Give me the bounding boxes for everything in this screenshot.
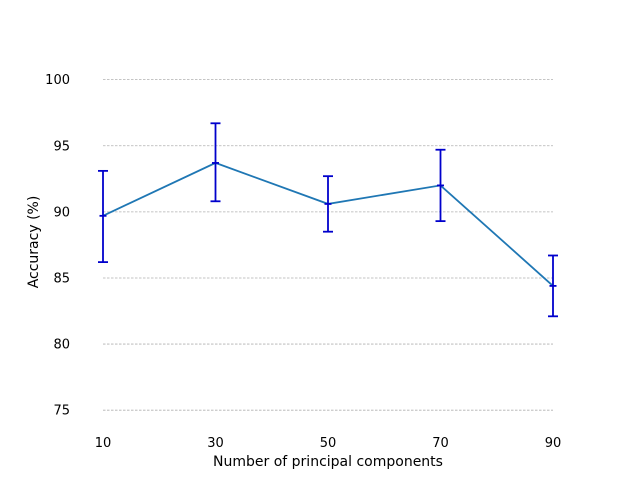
x-tick-labels: 10 30 50 70 90 [95, 436, 562, 451]
x-tick-label: 10 [95, 436, 112, 451]
series-group [98, 122, 558, 318]
x-tick-label: 70 [432, 436, 449, 451]
x-tick-label: 50 [320, 436, 337, 451]
y-tick-label: 75 [53, 404, 70, 419]
y-tick-label: 85 [53, 271, 70, 286]
y-tick-labels: 75 80 85 90 95 100 [45, 73, 70, 419]
y-tick-label: 80 [53, 338, 70, 353]
x-tick-label: 30 [207, 436, 224, 451]
grid-lines [103, 79, 553, 411]
y-tick-label: 95 [53, 139, 70, 154]
y-tick-label: 100 [45, 73, 70, 88]
x-tick-label: 90 [545, 436, 562, 451]
x-axis-label: Number of principal components [213, 454, 443, 470]
y-tick-label: 90 [53, 205, 70, 220]
y-axis-label: Accuracy (%) [26, 196, 42, 289]
